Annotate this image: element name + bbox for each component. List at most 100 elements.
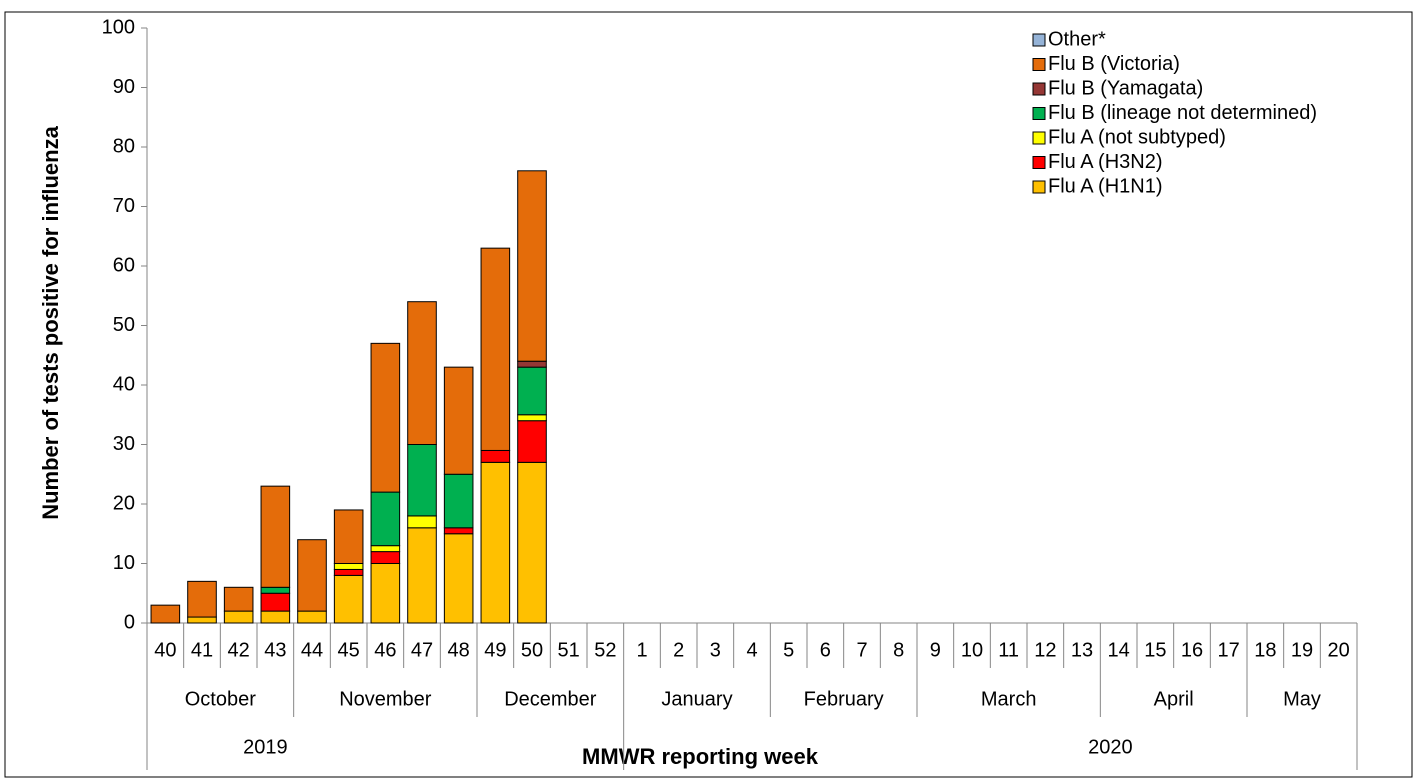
bar-segment bbox=[517, 414, 547, 422]
legend-label: Flu B (Yamagata) bbox=[1048, 77, 1203, 99]
bar-segment bbox=[370, 491, 401, 547]
bar-segment bbox=[517, 461, 547, 624]
x-tick-label: 20 bbox=[1328, 639, 1350, 661]
bar-segment bbox=[370, 342, 401, 493]
x-tick-label: 42 bbox=[228, 639, 250, 661]
bar-segment bbox=[260, 610, 291, 624]
bar-segment bbox=[297, 539, 327, 612]
bar-segment bbox=[517, 360, 547, 368]
bar-segment bbox=[370, 545, 401, 553]
x-tick-label: 3 bbox=[710, 639, 721, 661]
y-tick-label: 100 bbox=[102, 16, 135, 38]
x-tick-label: 6 bbox=[820, 639, 831, 661]
bar-segment bbox=[443, 533, 474, 624]
legend-label: Other* bbox=[1048, 28, 1106, 50]
bar-segment bbox=[223, 610, 254, 624]
y-tick-label: 80 bbox=[113, 135, 135, 157]
x-tick-label: 18 bbox=[1254, 639, 1276, 661]
bar-segment bbox=[260, 592, 291, 612]
x-tick-label: 40 bbox=[154, 639, 176, 661]
bar-segment bbox=[480, 449, 511, 463]
bar-segment bbox=[260, 485, 291, 588]
month-label: November bbox=[339, 688, 432, 710]
bar-segment bbox=[333, 563, 364, 570]
legend-label: Flu A (not subtyped) bbox=[1048, 126, 1226, 148]
x-tick-label: 14 bbox=[1108, 639, 1130, 661]
bar-segment bbox=[370, 563, 401, 624]
bar-segment bbox=[150, 604, 181, 624]
bar-segment bbox=[333, 568, 364, 576]
bar-segment bbox=[407, 527, 437, 624]
bar-segment bbox=[333, 574, 364, 624]
x-tick-label: 43 bbox=[264, 639, 286, 661]
chart-frame bbox=[4, 11, 1413, 778]
bar-segment bbox=[187, 616, 217, 624]
x-axis-title: MMWR reporting week bbox=[582, 744, 819, 769]
bar-segment bbox=[407, 444, 437, 517]
x-tick-label: 2 bbox=[673, 639, 684, 661]
legend-label: Flu B (lineage not determined) bbox=[1048, 102, 1317, 124]
month-label: May bbox=[1283, 688, 1321, 710]
x-tick-label: 12 bbox=[1034, 639, 1056, 661]
bar-segment bbox=[480, 247, 511, 451]
bar-segment bbox=[187, 580, 217, 618]
month-label: March bbox=[981, 688, 1037, 710]
legend-label: Flu A (H1N1) bbox=[1048, 175, 1162, 197]
bar-segment bbox=[517, 170, 547, 362]
bar-segment bbox=[407, 515, 437, 529]
bar-segment bbox=[443, 527, 474, 535]
legend-swatch bbox=[1032, 180, 1046, 194]
y-tick-label: 20 bbox=[113, 492, 135, 514]
bar-segment bbox=[517, 420, 547, 463]
x-tick-label: 41 bbox=[191, 639, 213, 661]
month-label: October bbox=[185, 688, 256, 710]
bar-segment bbox=[370, 551, 401, 564]
bar-segment bbox=[480, 461, 511, 624]
x-tick-label: 50 bbox=[521, 639, 543, 661]
legend-label: Flu B (Victoria) bbox=[1048, 53, 1180, 75]
bar-segment bbox=[517, 366, 547, 416]
x-tick-label: 13 bbox=[1071, 639, 1093, 661]
x-tick-label: 4 bbox=[746, 639, 757, 661]
legend-swatch bbox=[1032, 156, 1046, 169]
bar-segment bbox=[443, 473, 474, 529]
legend-swatch bbox=[1032, 82, 1046, 96]
y-tick-label: 70 bbox=[113, 195, 135, 217]
x-tick-label: 10 bbox=[961, 639, 983, 661]
x-tick-label: 7 bbox=[856, 639, 867, 661]
x-tick-label: 5 bbox=[783, 639, 794, 661]
y-tick-label: 40 bbox=[113, 373, 135, 395]
month-label: April bbox=[1154, 688, 1194, 710]
legend-swatch bbox=[1032, 131, 1046, 145]
y-tick-label: 60 bbox=[113, 254, 135, 276]
x-tick-label: 19 bbox=[1291, 639, 1313, 661]
x-tick-label: 16 bbox=[1181, 639, 1203, 661]
x-tick-label: 45 bbox=[338, 639, 360, 661]
x-tick-label: 8 bbox=[893, 639, 904, 661]
y-tick-label: 0 bbox=[124, 611, 135, 633]
x-tick-label: 1 bbox=[636, 639, 647, 661]
x-tick-label: 49 bbox=[484, 639, 506, 661]
legend-swatch bbox=[1032, 58, 1046, 71]
x-tick-label: 48 bbox=[448, 639, 470, 661]
legend-swatch bbox=[1032, 33, 1046, 47]
x-tick-label: 44 bbox=[301, 639, 323, 661]
month-label: February bbox=[804, 688, 884, 710]
x-tick-label: 47 bbox=[411, 639, 433, 661]
x-tick-label: 52 bbox=[594, 639, 616, 661]
year-label: 2019 bbox=[243, 736, 288, 758]
x-tick-label: 9 bbox=[930, 639, 941, 661]
year-label: 2020 bbox=[1088, 736, 1133, 758]
bar-segment bbox=[223, 586, 254, 612]
bar-segment bbox=[407, 301, 437, 446]
x-tick-label: 17 bbox=[1218, 639, 1240, 661]
legend-swatch bbox=[1032, 107, 1046, 120]
bar-segment bbox=[333, 509, 364, 565]
bar-segment bbox=[260, 586, 291, 594]
month-label: December bbox=[504, 688, 597, 710]
y-tick-label: 50 bbox=[113, 314, 135, 336]
x-tick-label: 11 bbox=[998, 639, 1019, 661]
x-tick-label: 51 bbox=[558, 639, 580, 661]
legend-label: Flu A (H3N2) bbox=[1048, 151, 1162, 173]
